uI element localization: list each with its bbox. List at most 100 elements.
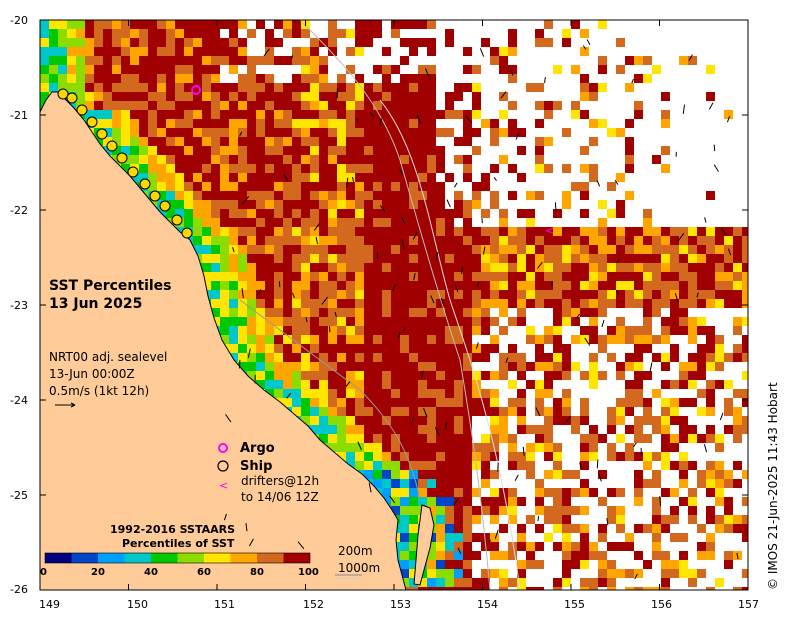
sst-cell (265, 218, 274, 227)
sst-cell (319, 209, 328, 218)
sst-cell (184, 20, 193, 29)
sst-cell (175, 137, 184, 146)
sst-cell (535, 389, 544, 398)
sst-cell (355, 299, 364, 308)
sst-cell (94, 47, 103, 56)
sst-cell (499, 47, 508, 56)
sst-cell (580, 299, 589, 308)
sst-cell (688, 353, 697, 362)
sst-cell (454, 155, 463, 164)
current-vector (263, 48, 270, 57)
sst-cell (382, 299, 391, 308)
sst-cell (202, 272, 211, 281)
sst-cell (418, 74, 427, 83)
sst-cell (310, 83, 319, 92)
sst-cell (427, 47, 436, 56)
sst-cell (661, 551, 670, 560)
sst-cell (427, 254, 436, 263)
sst-cell (571, 317, 580, 326)
sst-cell (391, 101, 400, 110)
current-vector (510, 69, 514, 76)
sst-cell (427, 578, 436, 587)
sst-cell (76, 74, 85, 83)
sst-cell (418, 407, 427, 416)
sst-cell (418, 578, 427, 587)
sst-cell (121, 56, 130, 65)
sst-cell (355, 200, 364, 209)
colorbar-swatch (230, 553, 257, 563)
sst-cell (490, 290, 499, 299)
sst-cell (697, 290, 706, 299)
sst-cell (544, 443, 553, 452)
sst-cell (463, 443, 472, 452)
sst-cell (319, 380, 328, 389)
sst-cell (238, 92, 247, 101)
sst-cell (445, 524, 454, 533)
sst-cell (409, 515, 418, 524)
sst-cell (382, 452, 391, 461)
sst-cell (202, 20, 211, 29)
sst-cell (643, 56, 652, 65)
sst-cell (553, 344, 562, 353)
sst-cell (337, 407, 346, 416)
sst-cell (535, 290, 544, 299)
sst-cell (409, 506, 418, 515)
sst-cell (355, 137, 364, 146)
sst-cell (94, 83, 103, 92)
sst-cell (481, 479, 490, 488)
sst-cell (139, 155, 148, 164)
sst-cell (166, 38, 175, 47)
sst-cell (454, 272, 463, 281)
sst-cell (301, 263, 310, 272)
sst-cell (625, 542, 634, 551)
sst-cell (688, 299, 697, 308)
sst-cell (724, 398, 733, 407)
sst-cell (328, 443, 337, 452)
sst-cell (274, 236, 283, 245)
sst-cell (742, 569, 748, 578)
sst-cell (607, 335, 616, 344)
sst-cell (355, 425, 364, 434)
sst-cell (508, 407, 517, 416)
sst-cell (256, 308, 265, 317)
sst-cell (508, 299, 517, 308)
sst-cell (643, 281, 652, 290)
sst-cell (229, 290, 238, 299)
sst-cell (382, 263, 391, 272)
sst-cell (733, 389, 742, 398)
sst-cell (328, 317, 337, 326)
sst-cell (373, 119, 382, 128)
sst-cell (679, 425, 688, 434)
sst-cell (364, 389, 373, 398)
sst-cell (193, 191, 202, 200)
sst-cell (265, 137, 274, 146)
sst-cell (463, 236, 472, 245)
sst-cell (400, 407, 409, 416)
sst-cell (436, 353, 445, 362)
sst-cell (616, 245, 625, 254)
sst-cell (616, 407, 625, 416)
sst-cell (508, 551, 517, 560)
sst-cell (184, 200, 193, 209)
sst-cell (382, 128, 391, 137)
sst-cell (697, 362, 706, 371)
current-vector (598, 473, 602, 482)
sst-cell (580, 533, 589, 542)
sst-cell (139, 128, 148, 137)
sst-cell (499, 155, 508, 164)
sst-cell (238, 281, 247, 290)
sst-cell (319, 164, 328, 173)
sst-cell (634, 524, 643, 533)
sst-cell (517, 245, 526, 254)
sst-cell (265, 29, 274, 38)
sst-cell (166, 110, 175, 119)
sst-cell (553, 461, 562, 470)
sst-cell (643, 398, 652, 407)
sst-cell (436, 281, 445, 290)
sst-cell (688, 434, 697, 443)
sst-cell (571, 308, 580, 317)
sst-cell (427, 452, 436, 461)
sst-cell (409, 461, 418, 470)
sst-cell (274, 218, 283, 227)
